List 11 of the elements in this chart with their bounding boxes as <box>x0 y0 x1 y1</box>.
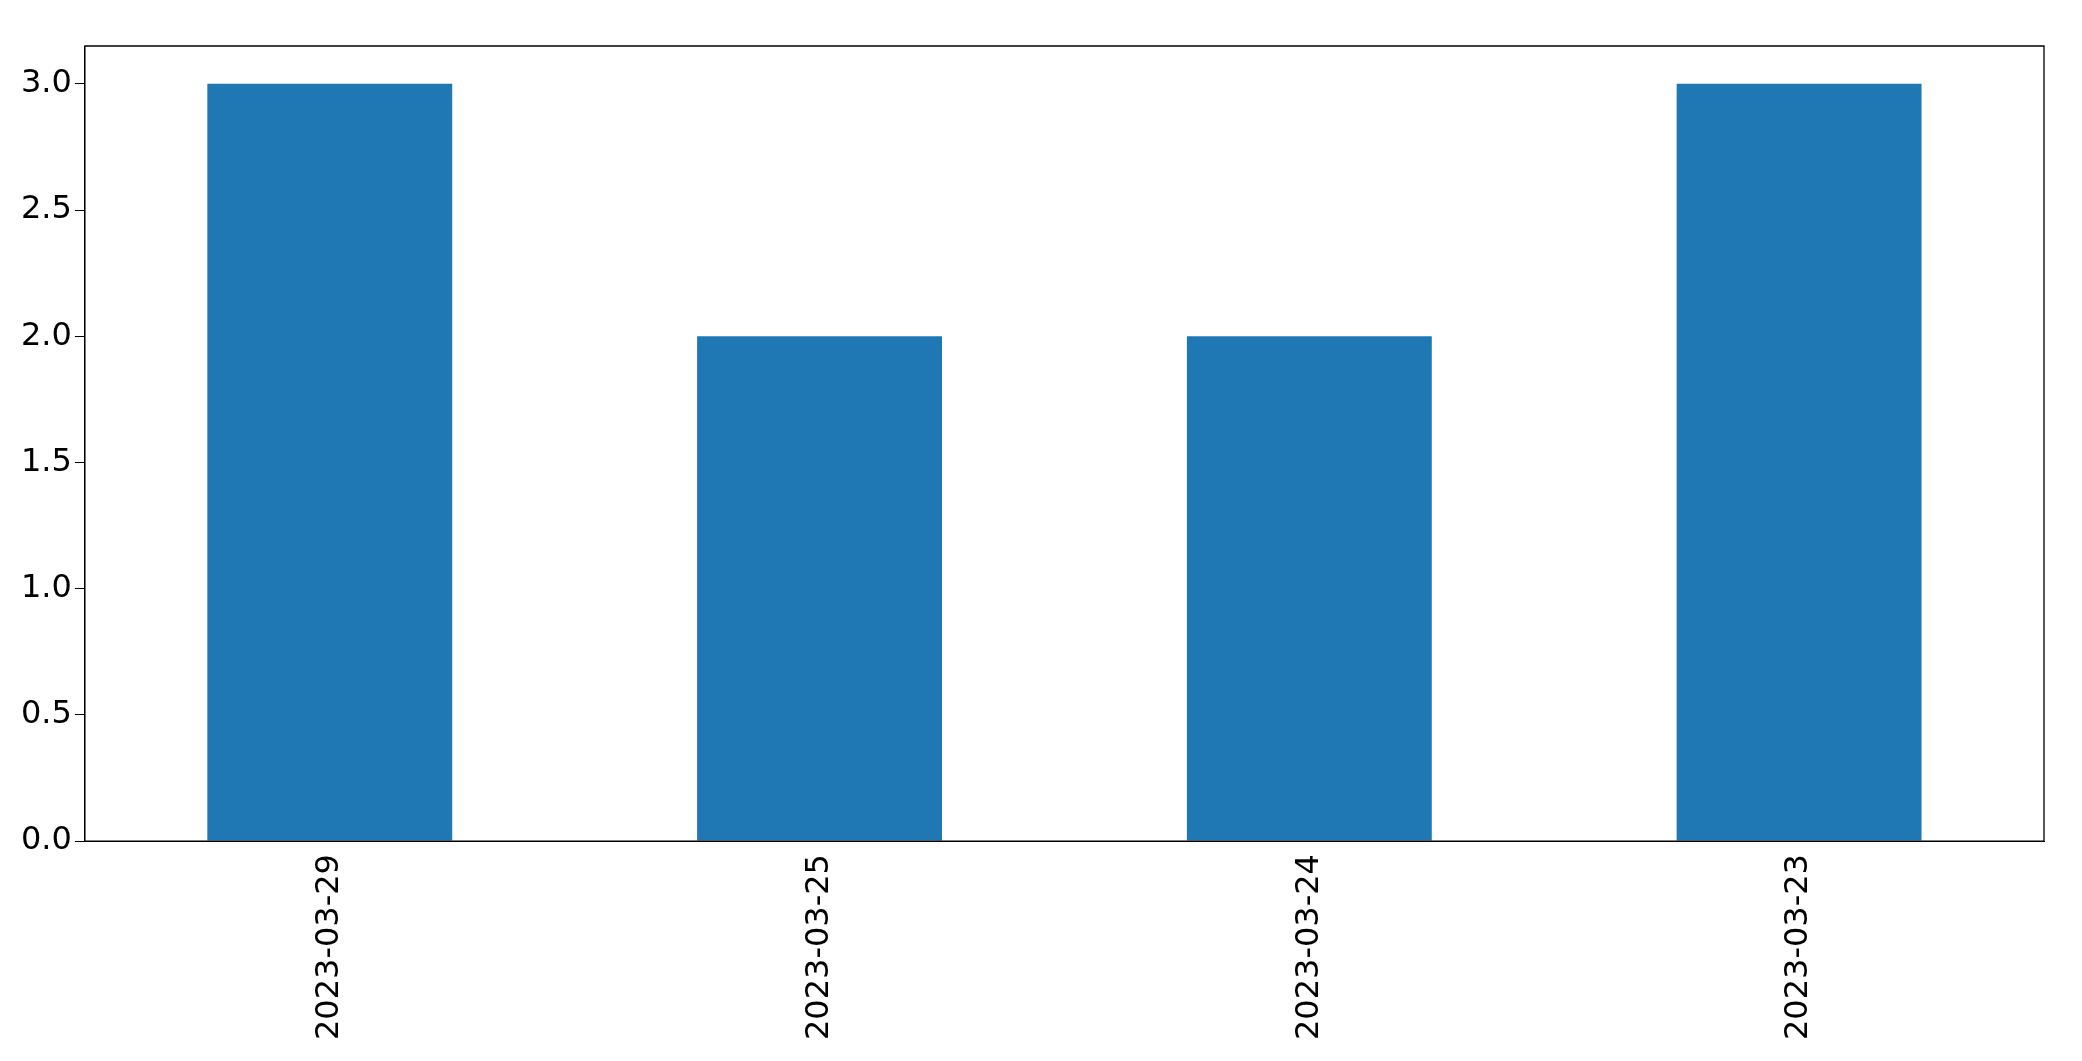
y-tick-label: 0.0 <box>21 819 72 858</box>
y-tick-label: 0.5 <box>21 693 72 732</box>
y-tick-label: 1.5 <box>21 440 72 479</box>
x-tick-label: 2023-03-24 <box>1287 854 1326 1040</box>
y-tick-label: 2.5 <box>21 188 72 227</box>
y-tick-label: 2.0 <box>21 314 72 353</box>
x-tick-label: 2023-03-25 <box>797 854 836 1040</box>
y-tick-label: 3.0 <box>21 62 72 101</box>
y-tick-label: 1.0 <box>21 566 72 605</box>
x-tick-label: 2023-03-23 <box>1777 854 1816 1040</box>
x-tick-label: 2023-03-29 <box>308 854 347 1040</box>
